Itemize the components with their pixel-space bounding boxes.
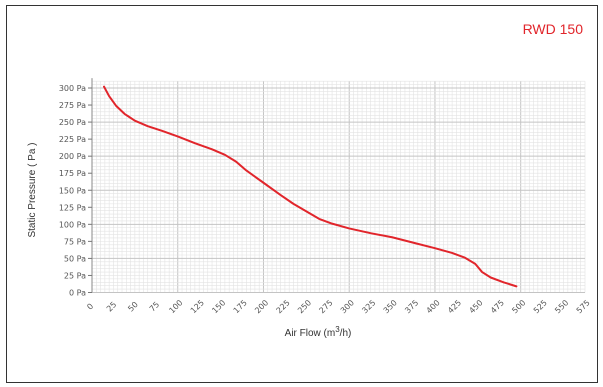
y-axis-ticks: 0 Pa 25 Pa 50 Pa 75 Pa 100 Pa 125 Pa 150 Pa 175… — [59, 84, 92, 298]
x-tick-label: 75 — [148, 300, 162, 314]
y-tick-label: 200 Pa — [59, 152, 86, 161]
y-tick-label: 125 Pa — [59, 203, 86, 212]
x-tick-label: 525 — [532, 298, 549, 315]
x-axis-ticks: 0 25 50 75 100 125 150 175 200 225 250 275 300 325 350… — [85, 298, 592, 315]
x-tick-label: 25 — [105, 300, 119, 314]
x-tick-label: 500 — [510, 298, 527, 315]
y-tick-label: 300 Pa — [59, 84, 86, 93]
y-tick-label: 175 Pa — [59, 169, 86, 178]
x-tick-label: 450 — [467, 298, 484, 315]
x-tick-label: 250 — [296, 298, 313, 315]
x-tick-label: 225 — [275, 298, 292, 315]
model-label: RWD 150 — [522, 21, 583, 37]
x-tick-label: 575 — [575, 298, 592, 315]
x-tick-label: 125 — [189, 298, 206, 315]
x-tick-label: 350 — [382, 298, 399, 315]
y-tick-label: 0 Pa — [69, 289, 86, 298]
y-tick-label: 100 Pa — [59, 220, 86, 229]
x-tick-label: 475 — [489, 298, 506, 315]
x-tick-label: 200 — [253, 298, 270, 315]
y-axis-title: Static Pressure ( Pa ) — [27, 142, 38, 237]
x-tick-label: 0 — [85, 302, 95, 312]
y-tick-label: 250 Pa — [59, 118, 86, 127]
x-tick-label: 100 — [167, 298, 184, 315]
x-axis-title: Air Flow (m3/h) — [285, 325, 352, 339]
x-tick-label: 300 — [339, 298, 356, 315]
x-tick-label: 175 — [232, 298, 249, 315]
pressure-curve — [103, 85, 518, 288]
y-tick-label: 25 Pa — [64, 271, 86, 280]
x-tick-label: 425 — [446, 298, 463, 315]
y-tick-label: 50 Pa — [64, 254, 86, 263]
x-tick-label: 150 — [210, 298, 227, 315]
y-tick-label: 225 Pa — [59, 135, 86, 144]
x-tick-label: 275 — [317, 298, 334, 315]
y-tick-label: 275 Pa — [59, 101, 86, 110]
x-tick-label: 375 — [403, 298, 420, 315]
x-tick-label: 400 — [425, 298, 442, 315]
chart-grid — [91, 78, 586, 293]
series-line — [103, 85, 518, 288]
x-tick-label: 50 — [126, 300, 140, 314]
y-tick-label: 150 Pa — [59, 186, 86, 195]
y-tick-label: 75 Pa — [64, 237, 86, 246]
x-tick-label: 550 — [553, 298, 570, 315]
x-tick-label: 325 — [360, 298, 377, 315]
